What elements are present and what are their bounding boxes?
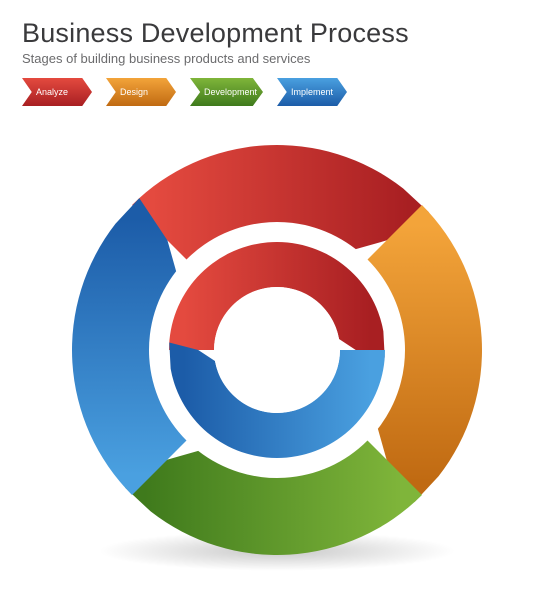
stage-chip-label: Analyze	[36, 87, 68, 97]
stage-bar: Analyze Design Development Implement	[22, 78, 554, 106]
stage-chip-analyze: Analyze	[22, 78, 92, 106]
stage-chip-implement: Implement	[277, 78, 347, 106]
header: Business Development Process Stages of b…	[0, 0, 554, 66]
center-hole	[214, 287, 340, 413]
stage-chip-label: Implement	[291, 87, 333, 97]
page-subtitle: Stages of building business products and…	[22, 51, 554, 66]
stage-chip-label: Design	[120, 87, 148, 97]
stage-chip-development: Development	[190, 78, 263, 106]
stage-chip-label: Development	[204, 87, 257, 97]
ring-svg	[62, 135, 492, 565]
page-title: Business Development Process	[22, 18, 554, 49]
stage-chip-design: Design	[106, 78, 176, 106]
circular-diagram: AnalyzeDesignDevelopmentImplementAssessS…	[62, 135, 492, 565]
